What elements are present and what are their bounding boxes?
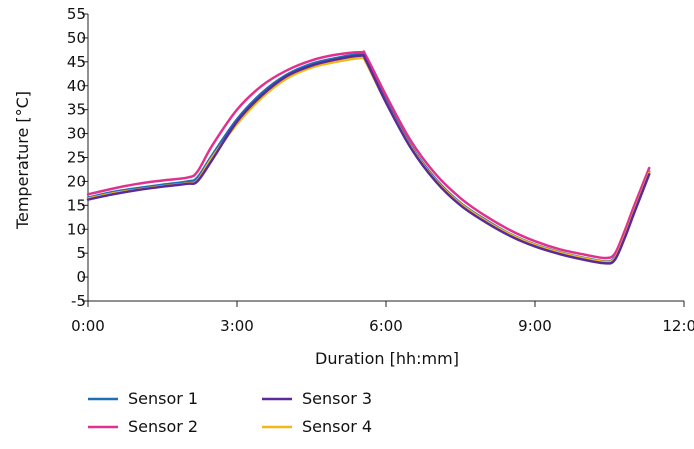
series-line-sensor-1 <box>86 52 651 263</box>
series-lines <box>86 50 651 265</box>
legend-label: Sensor 1 <box>128 389 198 408</box>
y-tick-label: 5 <box>76 244 86 262</box>
legend: Sensor 1 Sensor 2 Sensor 3 Sensor 4 <box>88 389 372 436</box>
y-axis-title: Temperature [°C] <box>13 91 32 230</box>
axes: -5 0 5 10 15 20 25 30 35 40 45 50 55 0:00 3:00 6:00 9:00… <box>67 5 694 335</box>
legend-label: Sensor 2 <box>128 417 198 436</box>
legend-label: Sensor 3 <box>302 389 372 408</box>
y-tick-label: 40 <box>67 77 86 95</box>
y-tick-label: 55 <box>67 5 86 23</box>
x-tick-label: 3:00 <box>220 317 254 335</box>
y-tick-label: 15 <box>67 196 86 214</box>
x-tick-label: 9:00 <box>518 317 552 335</box>
legend-label: Sensor 4 <box>302 417 372 436</box>
y-tick-label: 25 <box>67 149 86 167</box>
y-tick-label: 35 <box>67 101 86 119</box>
y-tick-label: 20 <box>67 172 86 190</box>
legend-item-sensor-3: Sensor 3 <box>262 389 372 408</box>
legend-item-sensor-1: Sensor 1 <box>88 389 198 408</box>
x-tick-label: 6:00 <box>369 317 403 335</box>
y-tick-label: 45 <box>67 53 86 71</box>
y-tick-label: -5 <box>71 292 86 310</box>
x-tick-label: 0:00 <box>71 317 105 335</box>
y-tick-label: 0 <box>76 268 86 286</box>
series-line-sensor-4 <box>86 56 651 264</box>
x-tick-label: 12:00 <box>662 317 694 335</box>
y-tick-label: 30 <box>67 125 86 143</box>
legend-item-sensor-4: Sensor 4 <box>262 417 372 436</box>
x-axis-title: Duration [hh:mm] <box>315 349 459 368</box>
y-tick-label: 50 <box>67 29 86 47</box>
series-line-sensor-3 <box>86 54 651 265</box>
series-line-sensor-2 <box>86 50 651 260</box>
legend-item-sensor-2: Sensor 2 <box>88 417 198 436</box>
y-tick-label: 10 <box>67 220 86 238</box>
